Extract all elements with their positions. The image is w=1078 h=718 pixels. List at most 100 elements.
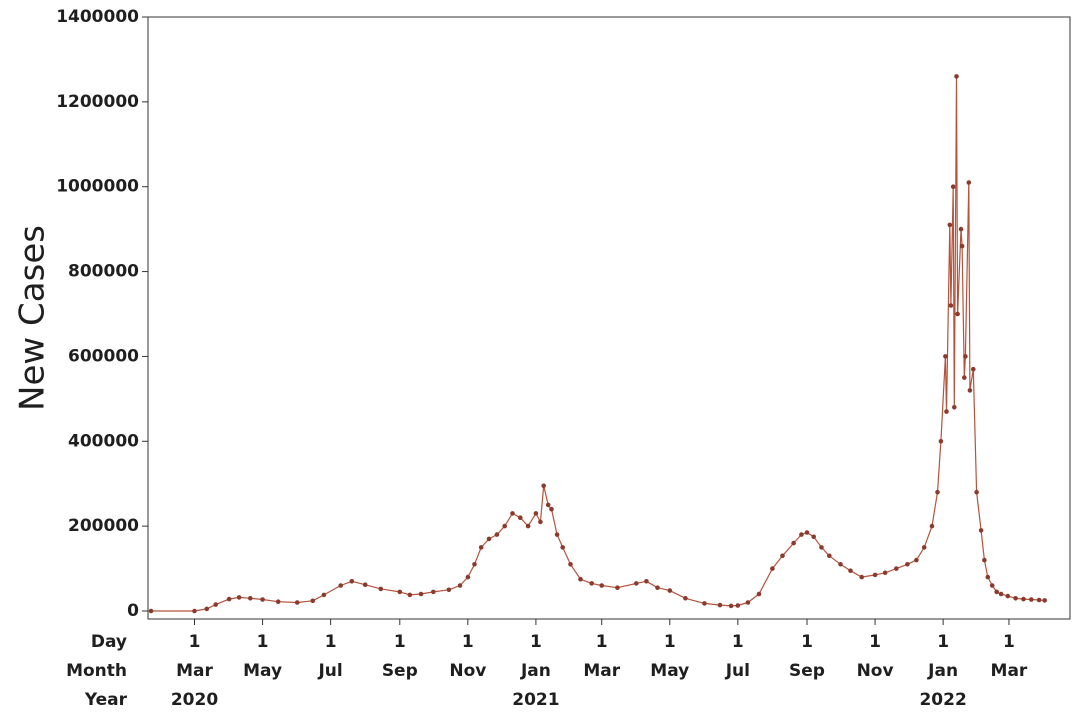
data-point (838, 562, 843, 567)
data-point (827, 553, 832, 559)
y-tick-label: 1000000 (56, 177, 139, 197)
data-point (502, 523, 508, 529)
data-point (545, 502, 551, 508)
data-point (465, 574, 471, 580)
data-point (457, 583, 463, 588)
x-row-label-month: Month (66, 661, 127, 681)
data-point (554, 532, 560, 537)
y-tick-label: 1200000 (56, 92, 139, 112)
data-point (819, 545, 824, 550)
data-point (549, 506, 554, 512)
x-tick-month-label: Jan (927, 661, 958, 681)
data-point (644, 579, 649, 584)
x-tick-month-label: Sep (382, 661, 418, 681)
y-tick-label: 1400000 (56, 7, 139, 27)
data-point (882, 570, 888, 576)
data-point (954, 74, 959, 79)
x-tick-day-label: 1 (664, 632, 676, 652)
data-point (791, 540, 796, 546)
x-row-label-year: Year (84, 690, 128, 710)
data-point (859, 574, 864, 580)
data-point (994, 589, 999, 595)
data-point (446, 587, 452, 593)
x-tick-month-label: Mar (991, 661, 1028, 681)
data-point (717, 602, 723, 608)
x-tick-day-label: 1 (596, 632, 608, 652)
data-point (472, 562, 477, 567)
data-point (589, 581, 594, 586)
data-point (989, 583, 995, 588)
data-point (683, 596, 688, 601)
data-point (958, 226, 964, 232)
data-point (780, 553, 785, 559)
data-point (974, 489, 979, 495)
data-point (478, 545, 484, 550)
data-point (431, 589, 436, 595)
data-point (213, 602, 218, 607)
data-point (338, 583, 344, 588)
y-tick-label: 0 (127, 601, 139, 621)
x-year-label: 2022 (919, 690, 966, 710)
x-tick-day-label: 1 (325, 632, 337, 652)
x-tick-day-label: 1 (1003, 632, 1015, 652)
y-tick-label: 400000 (68, 431, 139, 451)
data-point (935, 489, 940, 495)
data-point (947, 222, 953, 228)
x-tick-month-label: May (243, 661, 282, 681)
y-tick-label: 600000 (68, 346, 139, 366)
data-point (914, 557, 919, 563)
data-point (955, 311, 960, 317)
x-tick-month-label: Jul (725, 661, 750, 681)
data-point (745, 600, 751, 605)
y-axis-label: New Cases (13, 225, 53, 411)
x-tick-month-label: Jan (520, 661, 551, 681)
x-tick-day-label: 1 (530, 632, 542, 652)
x-year-label: 2020 (171, 690, 218, 710)
data-point (407, 592, 413, 598)
series-layer (148, 74, 1047, 614)
data-point (578, 576, 583, 582)
data-point (1036, 597, 1042, 603)
data-point (756, 591, 762, 597)
data-point (998, 591, 1004, 597)
data-point (959, 243, 965, 249)
data-point (948, 303, 954, 308)
data-point (848, 568, 853, 573)
data-point (966, 180, 972, 185)
series-line (151, 75, 1045, 612)
data-point (921, 545, 927, 550)
data-point (1013, 596, 1018, 601)
data-point (510, 511, 515, 516)
data-point (260, 597, 265, 602)
data-point (1042, 598, 1047, 603)
data-point (378, 586, 384, 592)
x-tick-day-label: 1 (801, 632, 813, 652)
data-point (985, 574, 991, 580)
data-point (310, 598, 316, 604)
y-tick-label: 200000 (68, 516, 139, 536)
x-tick-day-label: 1 (257, 632, 269, 652)
data-point (533, 511, 539, 516)
data-point (226, 596, 232, 602)
data-point (667, 588, 673, 593)
data-point (905, 562, 910, 567)
data-point (962, 375, 967, 380)
data-point (486, 536, 492, 542)
x-tick-month-label: Mar (583, 661, 620, 681)
data-point (872, 572, 878, 578)
data-point (204, 606, 210, 612)
data-point (938, 439, 944, 444)
x-tick-day-label: 1 (937, 632, 949, 652)
data-point (538, 519, 543, 525)
x-row-label-day: Day (91, 632, 127, 652)
data-point (541, 483, 546, 489)
x-axis: 1 Mar 1 May 1 Jul 1 Sep 1 Nov 1 Jan 1 Mar 1 May 1 Jul 1 Sep… (171, 619, 1028, 710)
x-tick-day-label: 1 (732, 632, 744, 652)
x-year-label: 2021 (512, 690, 559, 710)
data-point (518, 515, 523, 520)
data-point (655, 585, 660, 590)
data-point (1005, 593, 1011, 599)
x-tick-day-label: 1 (462, 632, 474, 652)
data-point (735, 603, 741, 608)
